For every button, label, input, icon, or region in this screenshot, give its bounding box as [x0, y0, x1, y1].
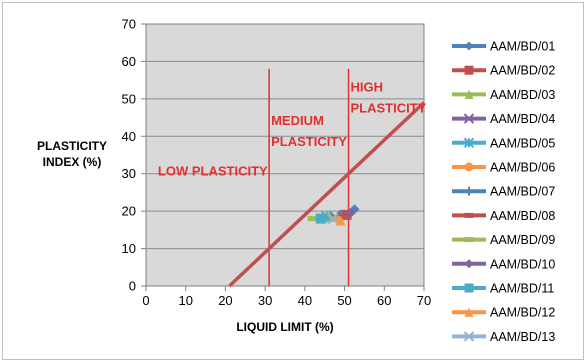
x-tick-label: 10: [178, 293, 192, 308]
marker-circle: [464, 162, 474, 172]
legend-label: AAM/BD/03: [490, 88, 555, 102]
marker-square: [464, 283, 474, 293]
zone-label-line: HIGH: [351, 79, 384, 94]
zone-label: HIGH PLASTICITY: [351, 79, 427, 115]
y-tick-label: 60: [122, 54, 136, 69]
legend-label: AAM/BD/08: [490, 209, 555, 223]
legend-label: AAM/BD/13: [490, 330, 555, 344]
legend-label: AAM/BD/02: [490, 64, 555, 78]
y-tick-label: 30: [122, 166, 136, 181]
zone-label-line: LOW PLASTICITY: [158, 164, 268, 179]
legend-swatch-marker: [464, 65, 474, 75]
legend-item-7: AAM/BD/07: [452, 185, 555, 199]
legend-label: AAM/BD/10: [490, 257, 555, 271]
zone-label: MEDIUM PLASTICITY: [271, 113, 347, 149]
x-tick-label: 60: [377, 293, 391, 308]
marker-x-b: [463, 113, 475, 124]
zone-label: LOW PLASTICITY: [158, 164, 268, 179]
legend-swatch-marker: [463, 331, 475, 342]
y-axis-title: PLASTICITY INDEX (%): [37, 139, 107, 169]
zone-label-line: MEDIUM: [271, 113, 324, 128]
legend-item-6: AAM/BD/06: [452, 161, 555, 175]
marker-square: [464, 65, 474, 75]
data-point-10: [345, 208, 356, 219]
x-tick-label: 0: [142, 293, 149, 308]
legend-label: AAM/BD/04: [490, 112, 555, 126]
legend-item-1: AAM/BD/01: [452, 40, 555, 54]
legend-item-12: AAM/BD/12: [452, 306, 555, 320]
legend-swatch-marker: [464, 237, 474, 243]
legend-swatch-marker: [464, 89, 474, 99]
legend-label: AAM/BD/12: [490, 306, 555, 320]
zone-label-line: PLASTICITY: [271, 134, 347, 149]
marker-triangle: [464, 89, 474, 99]
data-point-13: [326, 212, 339, 225]
legend-label: AAM/BD/05: [490, 136, 555, 150]
y-tick-label: 70: [122, 17, 136, 32]
legend-label: AAM/BD/06: [490, 161, 555, 175]
legend-item-13: AAM/BD/13: [452, 330, 555, 344]
marker-bar: [339, 214, 350, 220]
legend-item-11: AAM/BD/11: [452, 282, 554, 296]
legend-item-3: AAM/BD/03: [452, 88, 555, 102]
data-point-9: [307, 216, 318, 222]
legend-item-8: AAM/BD/08: [452, 209, 555, 223]
legend-label: AAM/BD/01: [490, 40, 555, 54]
y-tick-label: 40: [122, 129, 136, 144]
legend-swatch-marker: [464, 186, 474, 196]
legend-swatch-marker: [463, 137, 475, 149]
legend-swatch-marker: [463, 113, 475, 124]
legend-swatch-marker: [464, 307, 474, 317]
legend-item-10: AAM/BD/10: [452, 257, 555, 271]
x-tick-label: 20: [218, 293, 232, 308]
marker-diamond: [464, 259, 474, 269]
y-axis-title-line: PLASTICITY: [37, 139, 107, 153]
legend-label: AAM/BD/07: [490, 185, 555, 199]
marker-x-b: [326, 212, 339, 225]
legend-item-9: AAM/BD/09: [452, 233, 555, 247]
plot-area: [145, 23, 425, 287]
x-tick-label: 30: [258, 293, 272, 308]
data-point-11: [315, 213, 326, 224]
legend-swatch-marker: [464, 259, 474, 269]
marker-bar: [307, 216, 318, 222]
y-tick-label: 0: [129, 279, 136, 294]
legend-swatch-marker: [464, 41, 474, 51]
x-axis-title: LIQUID LIMIT (%): [236, 320, 333, 334]
marker-bar: [464, 237, 474, 243]
data-point-8: [339, 214, 350, 220]
legend-item-5: AAM/BD/05: [452, 136, 555, 150]
marker-triangle: [464, 307, 474, 317]
y-tick-label: 10: [122, 241, 136, 256]
legend-item-4: AAM/BD/04: [452, 112, 555, 126]
y-tick-label: 50: [122, 91, 136, 106]
y-tick-label: 20: [122, 204, 136, 219]
zone-label-line: PLASTICITY: [351, 100, 427, 115]
legend-swatch-marker: [464, 212, 474, 218]
legend-swatch-marker: [464, 162, 474, 172]
y-axis-title-line: INDEX (%): [43, 155, 102, 169]
x-tick-label: 70: [417, 293, 431, 308]
legend-label: AAM/BD/09: [490, 233, 555, 247]
legend-label: AAM/BD/11: [490, 282, 554, 296]
marker-x-b: [463, 331, 475, 342]
marker-square: [315, 213, 326, 224]
marker-bar: [464, 212, 474, 218]
marker-diamond: [464, 41, 474, 51]
legend-item-2: AAM/BD/02: [452, 64, 555, 78]
legend-swatch-marker: [464, 283, 474, 293]
x-tick-label: 50: [337, 293, 351, 308]
a-line: [228, 101, 426, 288]
marker-diamond: [345, 208, 356, 219]
x-tick-label: 40: [298, 293, 312, 308]
